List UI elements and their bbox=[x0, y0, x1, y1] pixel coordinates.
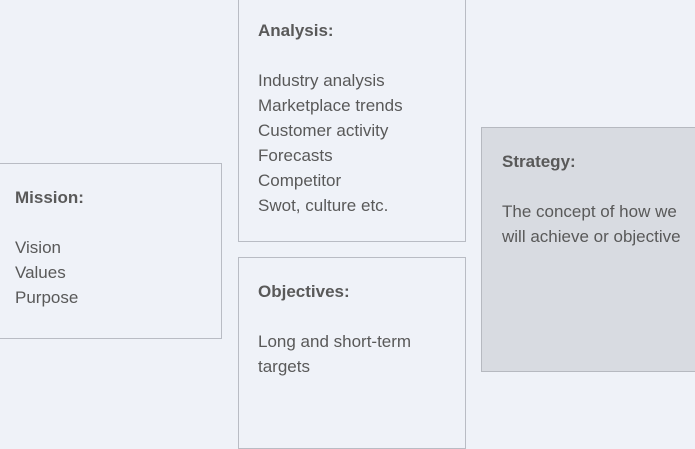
analysis-list: Industry analysis Marketplace trends Cus… bbox=[258, 68, 403, 218]
objectives-title: Objectives: bbox=[258, 282, 350, 301]
mission-title: Mission: bbox=[15, 188, 84, 207]
strategy-title: Strategy: bbox=[502, 152, 576, 171]
objectives-description: Long and short-term targets bbox=[258, 329, 458, 379]
mission-list: Vision Values Purpose bbox=[15, 235, 78, 310]
analysis-title: Analysis: bbox=[258, 21, 334, 40]
analysis-item: Competitor bbox=[258, 171, 342, 190]
strategy-line: will achieve or objective bbox=[502, 227, 681, 246]
analysis-card: Analysis: Industry analysis Marketplace … bbox=[238, 0, 466, 242]
mission-card: Mission: Vision Values Purpose bbox=[0, 163, 222, 339]
objectives-line: targets bbox=[258, 357, 310, 376]
analysis-item: Industry analysis bbox=[258, 71, 385, 90]
objectives-line: Long and short-term bbox=[258, 332, 412, 351]
analysis-item: Marketplace trends bbox=[258, 96, 403, 115]
analysis-item: Swot, culture etc. bbox=[258, 196, 389, 215]
mission-item: Purpose bbox=[15, 288, 79, 307]
strategy-card: Strategy: The concept of how we will ach… bbox=[481, 127, 695, 372]
analysis-item: Forecasts bbox=[258, 146, 333, 165]
strategy-line: The concept of how we bbox=[502, 202, 677, 221]
mission-item: Values bbox=[15, 263, 66, 282]
objectives-card: Objectives: Long and short-term targets bbox=[238, 257, 466, 449]
mission-item: Vision bbox=[15, 238, 61, 257]
analysis-item: Customer activity bbox=[258, 121, 389, 140]
strategy-description: The concept of how we will achieve or ob… bbox=[502, 199, 695, 249]
